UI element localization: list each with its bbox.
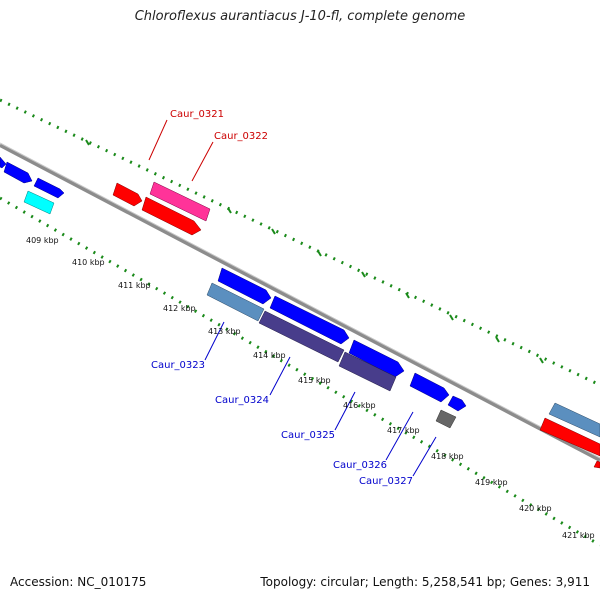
gene-arrow[interactable] bbox=[593, 460, 600, 469]
backbone-highlight bbox=[0, 142, 600, 459]
gene-arrow[interactable] bbox=[217, 267, 272, 305]
tick-label: 421 kbp bbox=[562, 531, 595, 540]
gene-caur-0324[interactable] bbox=[258, 310, 345, 363]
genome-backbone bbox=[0, 143, 600, 462]
gene-arrow[interactable] bbox=[409, 372, 450, 403]
inner-ring-dotted bbox=[0, 196, 600, 547]
map-title: Chloroflexus aurantiacus J-10-fl, comple… bbox=[134, 9, 466, 24]
gene-arrow[interactable] bbox=[548, 402, 600, 438]
outer-major-ticks bbox=[85, 139, 544, 364]
tick-label: 413 kbp bbox=[208, 327, 241, 336]
label-leader-caur-0327 bbox=[412, 436, 437, 477]
tick-label: 417 kbp bbox=[387, 426, 420, 435]
gene-caur-0322[interactable] bbox=[141, 196, 202, 236]
tick-label: 410 kbp bbox=[72, 258, 105, 267]
tick-label: 419 kbp bbox=[475, 478, 508, 487]
gene-label-caur-0323[interactable]: Caur_0323 bbox=[151, 360, 205, 371]
gene-caur-0326[interactable] bbox=[435, 409, 457, 429]
gene-label-caur-0324[interactable]: Caur_0324 bbox=[215, 395, 269, 406]
gene-caur-0323[interactable] bbox=[206, 282, 265, 322]
label-leader-caur-0323 bbox=[204, 321, 225, 361]
label-leader-caur-0324 bbox=[269, 356, 291, 396]
gene-label-caur-0326[interactable]: Caur_0326 bbox=[333, 460, 387, 471]
gene-arrow[interactable] bbox=[23, 190, 55, 215]
tick-label: 416 kbp bbox=[343, 401, 376, 410]
gene-arrow[interactable] bbox=[3, 161, 33, 184]
gene-arrow[interactable] bbox=[348, 339, 405, 378]
gene-caur-0321[interactable] bbox=[149, 181, 211, 222]
tick-label: 409 kbp bbox=[26, 236, 59, 245]
gene-arrow[interactable] bbox=[33, 177, 65, 199]
gene-arrow[interactable] bbox=[0, 156, 7, 169]
genome-summary-text: Topology: circular; Length: 5,258,541 bp… bbox=[260, 575, 590, 589]
tick-label: 415 kbp bbox=[298, 376, 331, 385]
gene-caur-0325[interactable] bbox=[338, 351, 397, 392]
gene-label-caur-0325[interactable]: Caur_0325 bbox=[281, 430, 335, 441]
gene-arrow[interactable] bbox=[269, 295, 350, 345]
gene-label-caur-0321[interactable]: Caur_0321 bbox=[170, 109, 224, 120]
tick-label: 411 kbp bbox=[118, 281, 151, 290]
gene-arrow[interactable] bbox=[112, 182, 143, 207]
tick-label: 412 kbp bbox=[163, 304, 196, 313]
tick-label: 414 kbp bbox=[253, 351, 286, 360]
gene-arrow[interactable] bbox=[539, 417, 600, 457]
label-leader-caur-0321 bbox=[148, 119, 168, 161]
label-leader-caur-0322 bbox=[191, 141, 214, 182]
tick-label: 418 kbp bbox=[431, 452, 464, 461]
gene-label-caur-0322[interactable]: Caur_0322 bbox=[214, 131, 268, 142]
label-leader-caur-0325 bbox=[334, 391, 356, 431]
label-leader-caur-0326 bbox=[385, 411, 414, 461]
gene-label-caur-0327[interactable]: Caur_0327 bbox=[359, 476, 413, 487]
gene-arrow[interactable] bbox=[447, 395, 467, 412]
tick-label: 420 kbp bbox=[519, 504, 552, 513]
accession-text: Accession: NC_010175 bbox=[10, 575, 147, 589]
